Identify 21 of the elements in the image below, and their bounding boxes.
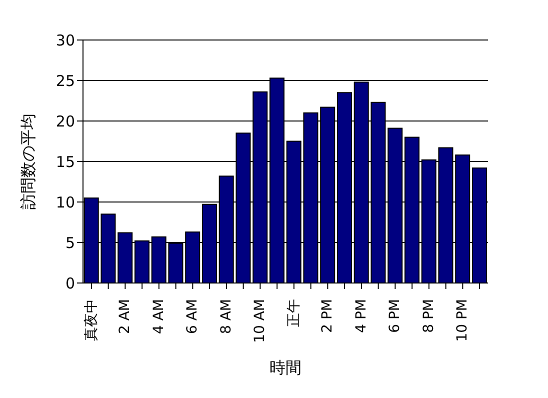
x-tick-label: 10 AM	[252, 299, 268, 343]
x-tick-label: 8 PM	[420, 299, 437, 333]
y-tick-label: 20	[56, 112, 75, 130]
x-tick-label: 2 PM	[320, 299, 336, 333]
x-tick-label: 8 AM	[218, 299, 234, 334]
x-tick-label: 6 PM	[387, 299, 404, 333]
y-tick-label: 30	[56, 31, 75, 50]
y-tick-label: 25	[56, 72, 75, 90]
x-tick-label: 真夜中	[83, 299, 100, 341]
x-tick-label: 4 PM	[353, 299, 370, 333]
x-tick-label: 2 AM	[117, 299, 134, 334]
y-axis-title: 訪問数の平均	[18, 114, 38, 210]
x-tick-label: 6 AM	[184, 299, 201, 334]
y-tick-label: 0	[65, 274, 75, 292]
x-axis-title: 時間	[270, 358, 302, 377]
x-tick-label: 4 AM	[150, 299, 167, 334]
y-tick-label: 5	[65, 234, 75, 252]
x-tick-label: 正午	[286, 299, 302, 327]
y-tick-label: 15	[56, 152, 75, 171]
y-tick-label: 10	[56, 193, 75, 212]
x-tick-label: 10 PM	[454, 299, 471, 342]
